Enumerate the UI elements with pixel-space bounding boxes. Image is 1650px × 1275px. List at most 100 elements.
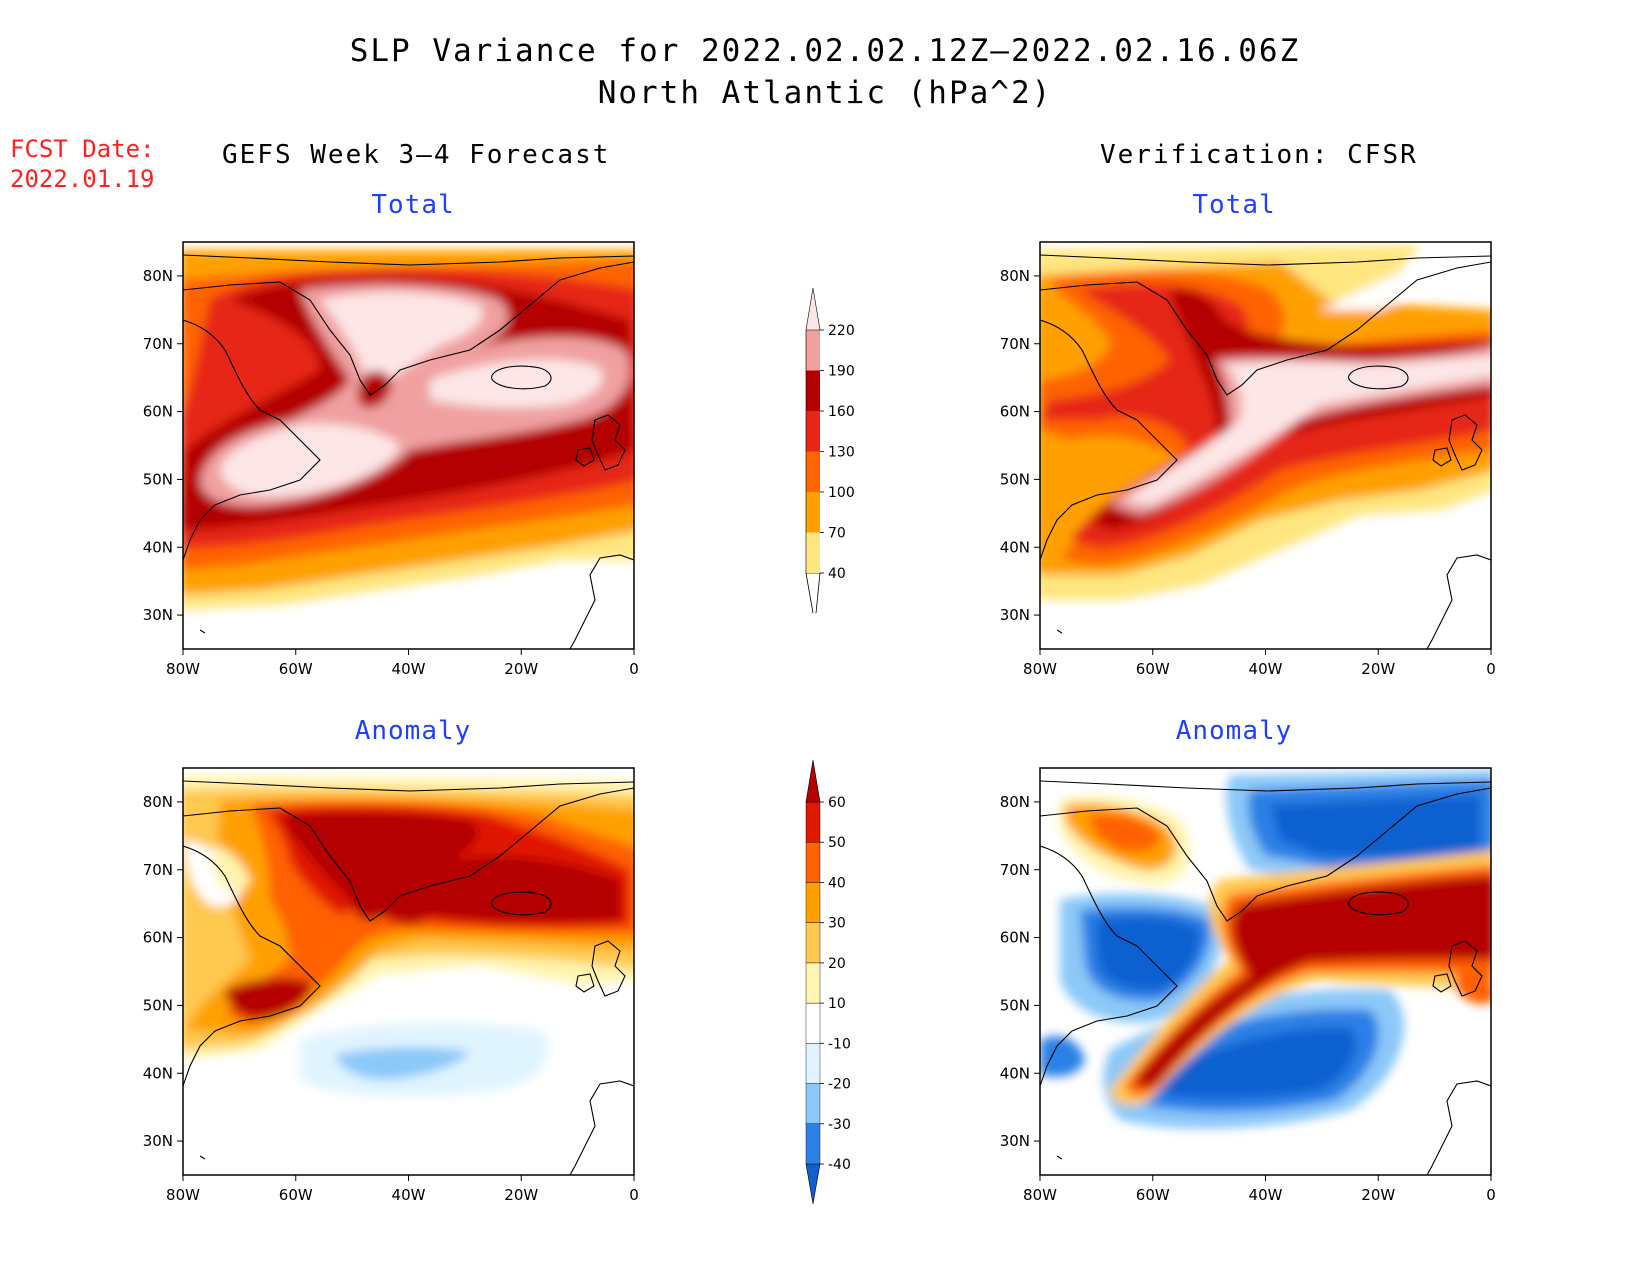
colorbar-segment (806, 330, 820, 371)
lat-tick-label: 60N (1000, 403, 1030, 421)
colorbar-label: 100 (828, 485, 855, 501)
shading-forecast-anomaly (183, 775, 634, 1097)
title-line-1: SLP Variance for 2022.02.02.12Z–2022.02.… (349, 33, 1301, 69)
colorbar-label: 40 (828, 566, 846, 582)
colorbar-label: 20 (828, 956, 846, 972)
title-line-2: North Atlantic (hPa^2) (597, 75, 1053, 111)
coastlines-forecast-total (183, 254, 634, 649)
colorbar-segment (806, 532, 820, 573)
colorbar-segment (805, 1043, 821, 1084)
colorbar-label: -10 (828, 1036, 851, 1052)
colorbar-label: 160 (828, 404, 855, 420)
lon-tick-label: 40W (1249, 1186, 1283, 1204)
colorbar-label: 190 (828, 364, 855, 380)
colorbar-segment (806, 411, 820, 452)
column-title-forecast: GEFS Week 3–4 Forecast (222, 140, 611, 170)
lon-tick-label: 20W (1361, 660, 1395, 678)
shading-forecast-total (183, 250, 634, 610)
colorbar-anomaly: -40 -30 -20 -10 10 20 30 40 50 60 (805, 759, 851, 1205)
coastlines-verification-anomaly (1040, 780, 1491, 1175)
map-verification-total (1039, 241, 1492, 650)
lon-tick-label: 20W (504, 1186, 538, 1204)
colorbar-segment (805, 922, 821, 964)
colorbar-segment (805, 1163, 821, 1205)
lat-tick-label: 60N (1000, 929, 1030, 947)
coastlines-forecast-anomaly (183, 780, 634, 1175)
colorbar-label: 30 (828, 916, 846, 932)
panel-title-forecast-anomaly: Anomaly (354, 716, 472, 746)
colorbar-label: 220 (828, 323, 855, 339)
lat-tick-label: 80N (1000, 793, 1030, 811)
lat-tick-label: 60N (143, 403, 173, 421)
lon-tick-label: 0 (1486, 1186, 1496, 1204)
map-forecast-anomaly (182, 767, 635, 1176)
lat-tick-label: 30N (143, 1132, 173, 1150)
lat-tick-label: 50N (143, 996, 173, 1014)
main-title: SLP Variance for 2022.02.02.12Z–2022.02.… (0, 30, 1650, 114)
forecast-date: FCST Date: 2022.01.19 (10, 135, 155, 193)
lat-tick-label: 50N (1000, 996, 1030, 1014)
colorbar-label: 60 (828, 795, 846, 811)
colorbar-segment (805, 1002, 821, 1044)
lat-tick-label: 70N (143, 335, 173, 353)
lat-tick-label: 30N (143, 606, 173, 624)
lon-tick-label: 80W (166, 660, 200, 678)
lat-tick-label: 70N (1000, 861, 1030, 879)
lat-tick-label: 40N (143, 1064, 173, 1082)
lon-tick-label: 80W (1023, 1186, 1057, 1204)
colorbar-segment (805, 882, 821, 923)
colorbar-label: 130 (828, 445, 855, 461)
colorbar-label: -40 (828, 1157, 851, 1173)
lon-tick-label: 80W (166, 1186, 200, 1204)
colorbar-segment (805, 1123, 821, 1165)
lat-tick-label: 50N (143, 470, 173, 488)
lat-tick-label: 80N (1000, 267, 1030, 285)
lat-tick-label: 70N (143, 861, 173, 879)
map-forecast-total (182, 241, 635, 650)
lon-tick-label: 0 (629, 1186, 639, 1204)
colorbar-label: -20 (828, 1077, 851, 1093)
colorbar-segment (805, 842, 821, 883)
lat-tick-label: 70N (1000, 335, 1030, 353)
colorbar-total: 40 70 100 130 160 190 220 (805, 287, 855, 614)
colorbar-label: 70 (828, 526, 846, 542)
colorbar-label: -30 (828, 1117, 851, 1133)
map-verification-anomaly (1039, 767, 1492, 1176)
panel-title-verification-total: Total (1192, 190, 1276, 220)
lon-tick-label: 80W (1023, 660, 1057, 678)
lat-tick-label: 80N (143, 793, 173, 811)
lat-tick-label: 60N (143, 929, 173, 947)
colorbar-segment (805, 962, 821, 1004)
lon-tick-label: 40W (1249, 660, 1283, 678)
colorbar-segment (805, 801, 821, 843)
colorbar-segment (805, 759, 821, 803)
colorbar-label: 50 (828, 835, 846, 851)
column-title-verification: Verification: CFSR (1100, 140, 1418, 170)
lon-tick-label: 0 (629, 660, 639, 678)
lon-tick-label: 20W (1361, 1186, 1395, 1204)
shading-verification-anomaly (1040, 770, 1491, 1129)
lon-tick-label: 40W (392, 1186, 426, 1204)
colorbar-segment (805, 287, 821, 331)
colorbar-segment (806, 370, 820, 411)
colorbar-segment (806, 492, 820, 533)
colorbar-segment (806, 451, 820, 492)
lat-tick-label: 40N (143, 538, 173, 556)
lat-tick-label: 40N (1000, 1064, 1030, 1082)
axis-ticks: 80W 60W 40W 20W 0 80N 70N 60N 50N 40N 30N 80W 60W 40W… (143, 267, 1496, 1204)
coastlines-verification-total (1040, 254, 1491, 649)
lat-tick-label: 30N (1000, 1132, 1030, 1150)
lon-tick-label: 60W (1136, 1186, 1170, 1204)
lon-tick-label: 0 (1486, 660, 1496, 678)
lat-tick-label: 50N (1000, 470, 1030, 488)
lon-tick-label: 60W (279, 660, 313, 678)
colorbar-segment (805, 1083, 821, 1124)
panel-title-forecast-total: Total (371, 190, 455, 220)
lon-tick-label: 60W (279, 1186, 313, 1204)
panel-title-verification-anomaly: Anomaly (1175, 716, 1293, 746)
lon-tick-label: 40W (392, 660, 426, 678)
lon-tick-label: 60W (1136, 660, 1170, 678)
lat-tick-label: 40N (1000, 538, 1030, 556)
colorbar-label: 10 (828, 996, 846, 1012)
colorbar-label: 40 (828, 875, 846, 891)
